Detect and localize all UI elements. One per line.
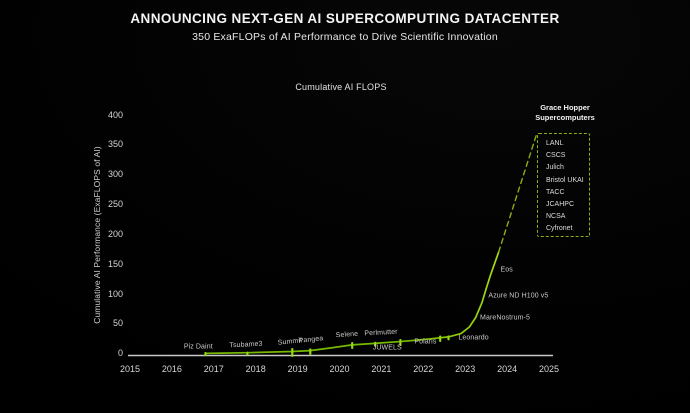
y-tick-label: 300 <box>107 169 123 180</box>
y-tick-label: 350 <box>107 139 123 150</box>
data-point-marker <box>246 351 249 356</box>
x-tick-label: 2016 <box>161 364 182 374</box>
system-label: Eos <box>500 266 513 274</box>
data-point-marker <box>351 342 354 349</box>
data-point-marker <box>374 341 377 347</box>
x-tick-label: 2020 <box>329 364 350 374</box>
x-tick-label: 2024 <box>497 364 518 374</box>
x-tick-label: 2025 <box>538 364 560 374</box>
y-tick-label: 250 <box>107 199 123 210</box>
data-point-marker <box>291 348 294 357</box>
system-label: Polaris <box>414 338 437 346</box>
legend-header: Grace Hopper Supercomputers <box>535 103 595 123</box>
legend-item: Cyfronet <box>546 225 573 233</box>
chart-title: Cumulative AI FLOPS <box>295 82 387 92</box>
y-tick-label: 150 <box>107 258 123 269</box>
data-point-marker <box>204 352 207 356</box>
system-label: MareNostrum-5 <box>480 314 530 322</box>
grace-hopper-legend-box: LANL CSCS Julich Bristol UKAI TACC JCAHPC NCSA… <box>537 133 590 237</box>
x-tick-label: 2019 <box>287 364 308 374</box>
page-title: ANNOUNCING NEXT-GEN AI SUPERCOMPUTING DA… <box>130 11 560 26</box>
y-tick-label: 100 <box>107 288 123 299</box>
legend-item: TACC <box>546 188 565 196</box>
page-subtitle: 350 ExaFLOPs of AI Performance to Drive … <box>192 31 498 43</box>
system-label: Piz Daint <box>183 343 213 351</box>
legend-item: CSCS <box>546 152 566 160</box>
legend-item: LANL <box>546 140 564 147</box>
x-tick-label: 2021 <box>371 364 392 374</box>
x-tick-label: 2022 <box>413 364 434 374</box>
data-point-marker <box>309 348 312 355</box>
data-point-marker <box>439 335 442 342</box>
y-tick-label: 200 <box>107 228 123 239</box>
x-tick-label: 2023 <box>455 364 476 374</box>
legend-item: NCSA <box>546 213 566 221</box>
system-label: JUWELS <box>372 344 402 352</box>
data-point-marker <box>447 335 450 341</box>
legend-item: Bristol UKAI <box>546 176 584 184</box>
system-label: Azure ND H100 v5 <box>488 292 549 300</box>
y-tick-label: 50 <box>112 318 123 329</box>
legend-item: JCAHPC <box>546 201 575 209</box>
x-tick-label: 2015 <box>119 364 141 374</box>
system-label: Leonardo <box>458 334 489 342</box>
y-tick-label: 400 <box>107 109 123 120</box>
x-tick-label: 2018 <box>245 364 266 374</box>
grace-hopper-projection-dashed <box>498 134 538 253</box>
data-point-marker <box>399 339 402 346</box>
y-tick-label: 0 <box>117 348 123 359</box>
x-tick-label: 2017 <box>203 364 224 374</box>
legend-item: Julich <box>546 164 564 172</box>
cumulative-ai-performance-solid <box>204 251 500 355</box>
